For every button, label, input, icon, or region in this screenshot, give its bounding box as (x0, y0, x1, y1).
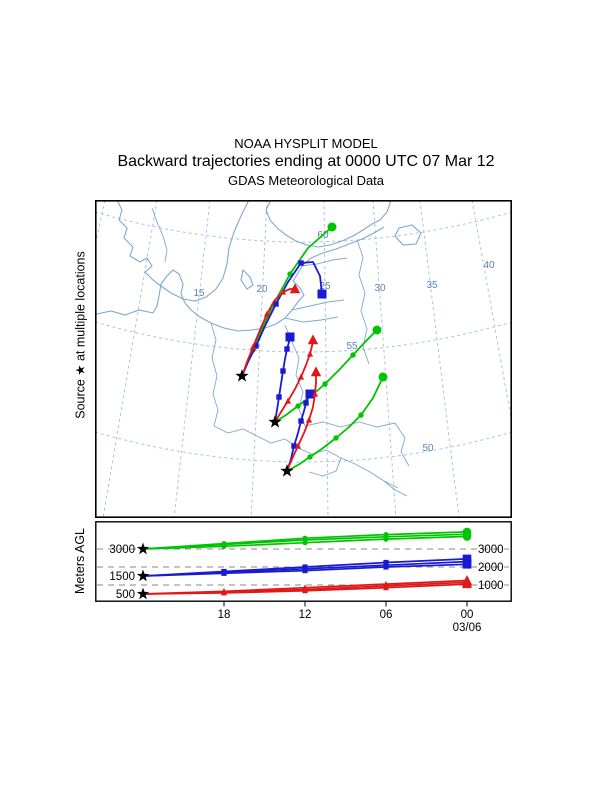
source-star-icon (268, 415, 282, 428)
circle-marker (372, 325, 382, 335)
time-tick-label: 06 (380, 609, 393, 621)
square-marker (317, 289, 327, 299)
circle-marker (221, 543, 227, 549)
circle-marker (378, 372, 388, 382)
trajectory-green-src1 (241, 226, 333, 377)
grid-label: 20 (256, 284, 268, 295)
square-marker (280, 368, 286, 374)
start-height-label: 500 (116, 589, 135, 601)
profile-border (95, 521, 512, 602)
triangle-marker (279, 288, 287, 295)
triangle-marker (307, 334, 319, 345)
circle-marker (302, 540, 308, 546)
grid-label: 35 (426, 280, 438, 291)
circle-marker (350, 352, 356, 358)
square-marker (383, 559, 389, 566)
triangle-marker (302, 587, 308, 594)
square-marker (291, 443, 297, 449)
date-label: 03/06 (453, 622, 482, 634)
grid-label: 40 (483, 260, 495, 271)
circle-marker (462, 532, 472, 541)
grid-label: 55 (346, 341, 358, 352)
source-location-label: Source ★ at multiple locations (73, 251, 88, 419)
square-marker (303, 400, 309, 406)
source-star-icon (235, 369, 249, 382)
triangle-marker (305, 416, 313, 423)
triangle-marker (289, 283, 301, 294)
triangle-marker (294, 442, 302, 449)
country-borders (151, 207, 410, 497)
model-name: NOAA HYSPLIT MODEL (234, 136, 378, 151)
grid-label: 50 (422, 443, 434, 454)
profile-start-star-icon (136, 569, 150, 582)
circle-marker (333, 435, 339, 441)
meters-agl-label: Meters AGL (73, 528, 87, 594)
trajectory-green-src3 (286, 376, 384, 472)
circle-marker (307, 454, 313, 460)
triangle-marker (310, 366, 322, 377)
profile-start-star-icon (136, 542, 150, 555)
grid-label: 15 (193, 288, 205, 299)
circle-marker (327, 222, 337, 232)
profile-start-star-icon (136, 587, 150, 600)
circle-marker (295, 403, 301, 409)
start-height-label: 3000 (109, 544, 135, 556)
map-border (95, 200, 512, 518)
triangle-marker (306, 350, 314, 357)
square-marker (273, 301, 279, 307)
triangle-marker (383, 584, 389, 591)
square-marker (253, 343, 259, 349)
time-tick-label: 12 (299, 609, 312, 621)
triangle-marker (462, 578, 472, 589)
triangle-marker (221, 589, 227, 596)
height-profile-panel: 18 12 06 00 03/06 3000 1500 500 3000 2000 1000 (95, 521, 512, 637)
triangle-marker (311, 390, 319, 397)
plot-title: Backward trajectories ending at 0000 UTC… (117, 153, 495, 170)
circle-marker (287, 271, 293, 277)
met-data-source: GDAS Meteorological Data (227, 173, 385, 188)
square-marker (284, 346, 290, 352)
trajectory-layer (235, 222, 388, 477)
right-height-label: 1000 (478, 580, 504, 592)
map-panel: 15 20 25 30 35 40 60 55 50 (95, 200, 512, 518)
square-marker (302, 568, 308, 574)
grid-label: 30 (374, 283, 386, 294)
square-marker (221, 570, 227, 576)
trajectory-blue-src1 (241, 261, 323, 377)
square-marker (383, 564, 389, 570)
right-height-label: 3000 (478, 544, 504, 556)
title-block: NOAA HYSPLIT MODEL Backward trajectories… (0, 136, 612, 190)
triangle-marker (263, 310, 271, 317)
triangle-marker (249, 343, 257, 350)
circle-marker (383, 536, 389, 542)
square-marker (462, 560, 472, 569)
square-marker (298, 260, 304, 266)
time-tick-label: 00 (461, 609, 474, 621)
start-height-label: 1500 (109, 571, 135, 583)
right-height-label: 2000 (478, 562, 504, 574)
coastline (95, 200, 422, 332)
circle-marker (358, 412, 364, 418)
grid-label: 25 (319, 281, 331, 292)
square-marker (285, 332, 295, 342)
circle-marker (322, 381, 328, 387)
square-marker (276, 394, 282, 400)
time-tick-label: 18 (218, 609, 231, 621)
triangle-marker (284, 397, 292, 404)
square-marker (298, 418, 304, 424)
source-star-icon (280, 464, 294, 477)
triangle-marker (297, 373, 305, 380)
graticule (95, 200, 512, 518)
square-marker (305, 389, 315, 399)
